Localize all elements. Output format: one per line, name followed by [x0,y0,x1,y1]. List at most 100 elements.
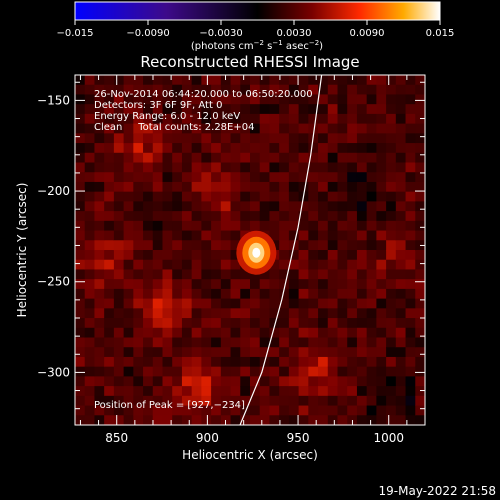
heatmap-cell [405,337,416,348]
heatmap-cell [230,337,241,348]
heatmap-cell [75,240,86,251]
heatmap-cell [250,162,261,173]
heatmap-cell [220,347,232,358]
heatmap-cell [288,181,300,193]
heatmap-cell [395,172,407,183]
heatmap-cell [113,152,125,164]
heatmap-cell [347,84,358,96]
heatmap-cell [172,113,183,125]
heatmap-cell [298,123,309,134]
heatmap-cell [318,143,329,154]
heatmap-cell [152,386,164,397]
heatmap-cell [347,386,358,397]
heatmap-cell [405,376,416,387]
heatmap-cell [405,298,416,309]
heatmap-cell [269,172,280,183]
heatmap-cell [308,356,319,368]
heatmap-cell [337,356,348,368]
heatmap-cell [415,172,425,183]
heatmap-cell [366,113,377,125]
heatmap-cell [104,269,115,280]
heatmap-cell [395,308,407,319]
heatmap-cell [288,172,300,183]
heatmap-cell [240,162,251,173]
heatmap-cell [327,395,339,407]
heatmap-cell [308,152,319,164]
heatmap-cell [191,133,202,144]
heatmap-cell [318,75,329,86]
heatmap-cell [279,318,290,329]
heatmap-cell [269,220,280,232]
heatmap-cell [269,94,280,105]
y-tick-label: −150 [37,93,70,107]
heatmap-cell [104,327,115,339]
heatmap-cell [152,152,164,164]
heatmap-cell [318,162,329,173]
heatmap-cell [113,240,125,251]
heatmap-cell [308,113,319,125]
heatmap-cell [104,123,115,134]
heatmap-cell [94,162,105,173]
heatmap-cell [94,143,105,154]
heatmap-cell [337,172,348,183]
heatmap-cell [94,415,105,425]
heatmap-cell [201,395,212,407]
heatmap-cell [240,94,251,105]
heatmap-cell [113,201,125,212]
heatmap-cell [279,279,290,290]
heatmap-cell [366,308,377,319]
heatmap-cell [75,94,86,105]
heatmap-cell [143,415,154,425]
heatmap-cell [191,240,202,251]
heatmap-cell [220,337,232,348]
heatmap-cell [191,308,202,319]
heatmap-cell [230,84,241,96]
heatmap-cell [211,279,222,290]
heatmap-cell [181,181,193,193]
heatmap-cell [308,415,319,425]
heatmap-cell [152,337,164,348]
heatmap-cell [123,230,134,241]
heatmap-cell [94,298,105,309]
heatmap-cell [172,172,183,183]
heatmap-cell [386,366,397,377]
heatmap-cell [376,84,387,96]
heatmap-cell [123,279,134,290]
heatmap-cell [337,415,348,425]
heatmap-cell [181,337,193,348]
heatmap-cell [75,172,86,183]
heatmap-cell [337,318,348,329]
heatmap-cell [386,162,397,173]
heatmap-cell [250,211,261,222]
heatmap-cell [201,211,212,222]
heatmap-cell [366,327,377,339]
heatmap-cell [181,308,193,319]
heatmap-cell [376,269,387,280]
heatmap-cell [152,133,164,144]
heatmap-cell [113,318,125,329]
heatmap-cell [172,308,183,319]
heatmap-cell [298,269,309,280]
heatmap-cell [318,104,329,115]
heatmap-cell [366,240,377,251]
heatmap-cell [123,172,134,183]
heatmap-cell [104,405,115,416]
heatmap-cell [259,279,271,290]
heatmap-cell [269,395,280,407]
heatmap-cell [366,133,377,144]
heatmap-cell [230,123,241,134]
heatmap-cell [356,327,368,339]
heatmap-cell [318,356,329,368]
heatmap-cell [327,240,339,251]
heatmap-cell [405,84,416,96]
heatmap-cell [191,395,202,407]
heatmap-cell [94,347,105,358]
heatmap-cell [162,308,173,319]
annotation-detectors: Detectors: 3F 6F 9F, Att 0 [94,100,222,111]
heatmap-cell [75,220,86,232]
heatmap-cell [405,75,416,86]
heatmap-cell [259,327,271,339]
heatmap-cell [259,143,271,154]
heatmap-cell [250,123,261,134]
heatmap-cell [181,250,193,261]
